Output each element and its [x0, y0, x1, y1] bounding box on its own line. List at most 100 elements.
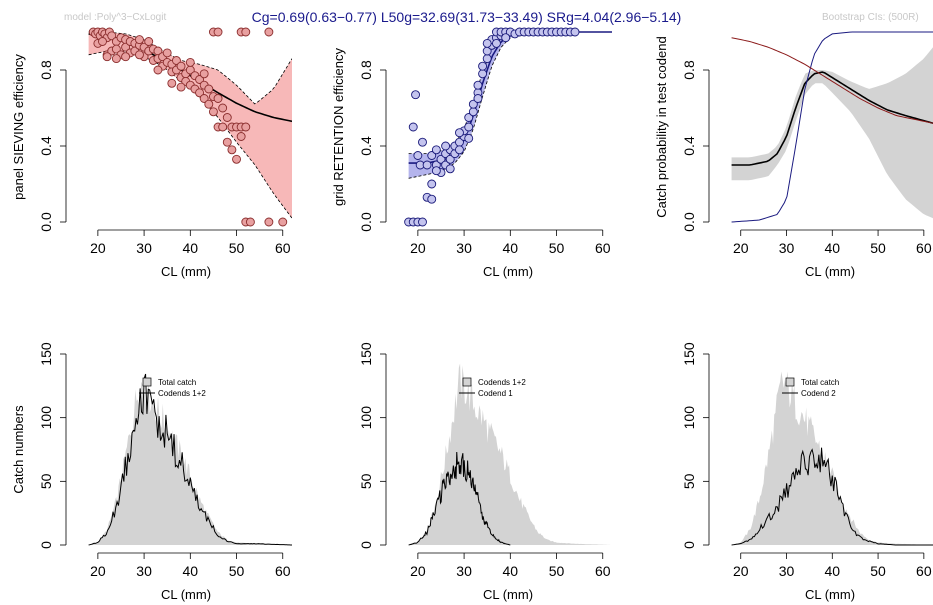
- x-tick-label: 50: [549, 563, 565, 579]
- data-point: [98, 37, 107, 46]
- data-point: [264, 217, 274, 227]
- panel-codend-2: 20 30 40 50 60 CL (mm) 0 50 100 150 Total catch Cod…: [681, 342, 933, 602]
- data-point: [478, 69, 488, 79]
- x-axis-label: CL (mm): [483, 264, 533, 279]
- y-tick-label: 150: [681, 342, 697, 366]
- stats-title: Cg=0.69(0.63−0.77) L50g=32.69(31.73−33.4…: [251, 9, 682, 25]
- y-tick-label: 0: [358, 541, 374, 549]
- x-tick-label: 30: [136, 563, 152, 579]
- data-point: [144, 37, 154, 46]
- x-tick-label: 30: [456, 240, 472, 256]
- band-upper-dashed: [88, 31, 292, 105]
- x-axis-label: CL (mm): [483, 587, 533, 602]
- x-tick-label: 50: [870, 563, 886, 579]
- plot-area: [408, 363, 612, 546]
- total-catch-area: [731, 371, 933, 545]
- legend-swatch-box: [785, 377, 795, 387]
- x-tick-label: 40: [183, 563, 199, 579]
- data-point: [204, 84, 214, 94]
- x-axis-label: CL (mm): [161, 587, 211, 602]
- data-point: [431, 145, 441, 155]
- data-point: [464, 113, 474, 122]
- data-point: [121, 42, 131, 52]
- x-tick-label: 50: [549, 240, 565, 256]
- legend-label: Codends 1+2: [158, 389, 206, 398]
- x-axis-label: CL (mm): [161, 264, 211, 279]
- y-tick-label: 0.0: [358, 212, 374, 232]
- data-point: [570, 27, 580, 37]
- legend-label: Total catch: [801, 378, 839, 387]
- data-point: [241, 122, 251, 132]
- data-point: [431, 166, 441, 176]
- data-point: [195, 88, 205, 98]
- y-tick-label: 50: [681, 473, 697, 489]
- data-point: [102, 52, 112, 62]
- data-point: [135, 50, 144, 60]
- y-tick-label: 0.0: [38, 212, 54, 232]
- data-point: [208, 107, 218, 117]
- data-point: [482, 38, 492, 48]
- y-tick-label: 100: [681, 406, 697, 430]
- data-point: [199, 94, 209, 103]
- data-point: [213, 27, 223, 37]
- x-tick-label: 20: [733, 240, 749, 256]
- data-point: [176, 82, 186, 92]
- y-tick-label: 0.8: [681, 60, 697, 80]
- data-point: [478, 61, 488, 71]
- data-point: [264, 27, 274, 37]
- data-point: [408, 122, 418, 132]
- data-point: [111, 54, 121, 64]
- x-tick-label: 20: [90, 563, 106, 579]
- series-sieving-curve: [731, 37, 933, 124]
- fitted-curve: [408, 31, 612, 164]
- data-point: [418, 217, 427, 227]
- data-point: [204, 99, 214, 109]
- codend-catch-line: [731, 447, 933, 546]
- y-axis-label: panel SIEVING efficiency: [11, 54, 26, 200]
- data-point: [278, 217, 288, 227]
- y-tick-label: 0.4: [681, 136, 697, 156]
- data-point: [455, 145, 464, 155]
- y-tick-label: 100: [38, 406, 54, 430]
- data-point: [413, 151, 423, 160]
- y-tick-label: 150: [38, 342, 54, 366]
- legend-label: Codend 2: [801, 389, 836, 398]
- data-point: [501, 33, 511, 43]
- data-point: [135, 35, 144, 45]
- data-point: [464, 133, 474, 143]
- data-point: [411, 90, 421, 100]
- x-tick-label: 60: [916, 563, 932, 579]
- data-point: [107, 31, 117, 41]
- data-point: [482, 54, 492, 64]
- data-point: [464, 122, 474, 132]
- x-tick-label: 20: [410, 563, 426, 579]
- bootstrap-label: Bootstrap CIs: (500R): [822, 12, 919, 23]
- y-axis-label: Catch probability in test codend: [654, 36, 669, 217]
- data-point: [199, 69, 209, 79]
- legend-label: Total catch: [158, 378, 196, 387]
- series-retention-curve: [731, 31, 933, 223]
- x-tick-label: 40: [503, 563, 519, 579]
- y-tick-label: 50: [358, 473, 374, 489]
- y-tick-label: 150: [358, 342, 374, 366]
- y-tick-label: 0.4: [358, 136, 374, 156]
- total-catch-area: [408, 363, 612, 545]
- data-point: [195, 75, 205, 84]
- data-point: [436, 154, 446, 164]
- data-point: [176, 61, 186, 71]
- confidence-band: [408, 32, 529, 179]
- data-point: [473, 94, 483, 103]
- x-tick-label: 30: [779, 240, 795, 256]
- data-point: [111, 44, 121, 54]
- data-point: [171, 56, 181, 65]
- x-tick-label: 30: [456, 563, 472, 579]
- data-point: [222, 113, 232, 122]
- x-tick-label: 20: [410, 240, 426, 256]
- data-point: [455, 128, 464, 138]
- data-point: [241, 27, 251, 37]
- legend-swatch-box: [462, 377, 472, 387]
- x-tick-label: 20: [90, 240, 106, 256]
- panel-sieving: 20 30 40 50 60 CL (mm) 0.0 0.4 0.8 panel SIEVING …: [11, 27, 292, 279]
- data-point: [418, 137, 427, 147]
- y-tick-label: 0: [38, 541, 54, 549]
